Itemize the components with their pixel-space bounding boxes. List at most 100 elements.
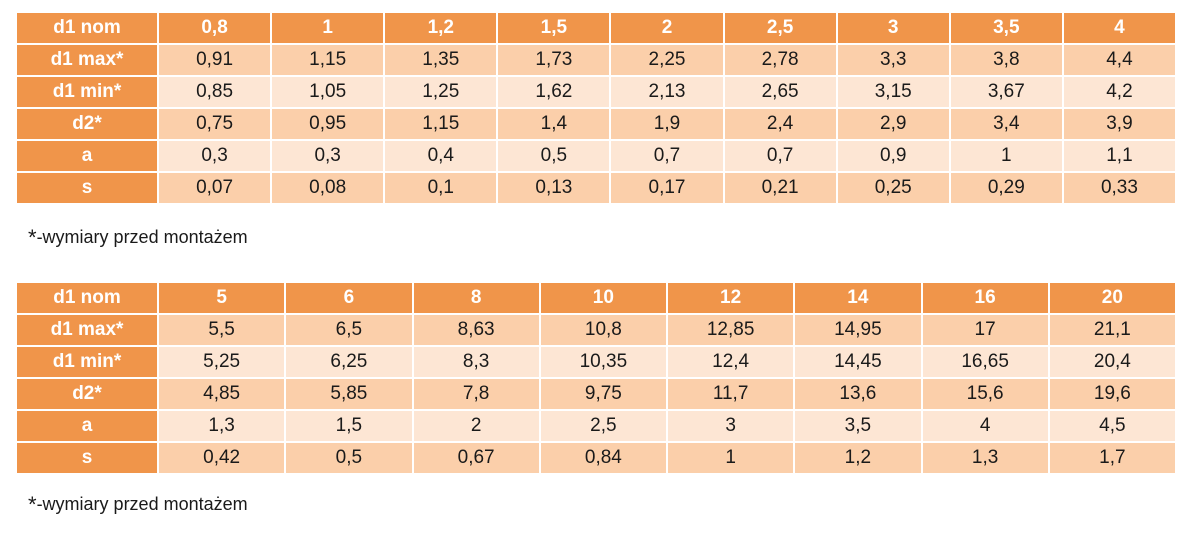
value-cell: 1,5 bbox=[286, 411, 412, 441]
value-cell: 21,1 bbox=[1049, 315, 1175, 345]
column-header-cell: 8 bbox=[413, 283, 539, 313]
table-row: a 1,3 1,5 2 2,5 3 3,5 4 4,5 bbox=[17, 411, 1175, 441]
value-cell: 5,5 bbox=[159, 315, 285, 345]
value-cell: 3,4 bbox=[950, 109, 1062, 139]
value-cell: 6,25 bbox=[286, 347, 412, 377]
value-cell: 0,1 bbox=[385, 173, 497, 203]
value-cell: 0,9 bbox=[837, 141, 949, 171]
column-header-cell: 5 bbox=[159, 283, 285, 313]
value-cell: 5,85 bbox=[286, 379, 412, 409]
row-label-cell: d2* bbox=[17, 109, 157, 139]
row-label-cell: d1 min* bbox=[17, 77, 157, 107]
value-cell: 1,73 bbox=[498, 45, 610, 75]
value-cell: 5,25 bbox=[159, 347, 285, 377]
value-cell: 0,07 bbox=[159, 173, 271, 203]
value-cell: 4,5 bbox=[1049, 411, 1175, 441]
value-cell: 8,3 bbox=[413, 347, 539, 377]
table-header-row: d1 nom 5 6 8 10 12 14 16 20 bbox=[17, 283, 1175, 313]
value-cell: 3,15 bbox=[837, 77, 949, 107]
value-cell: 0,95 bbox=[272, 109, 384, 139]
value-cell: 1,2 bbox=[795, 443, 921, 473]
footnote-text: -wymiary przed montażem bbox=[36, 494, 248, 514]
table-row: s 0,07 0,08 0,1 0,13 0,17 0,21 0,25 0,29 0,33 bbox=[17, 173, 1175, 203]
table-row: d2* 0,75 0,95 1,15 1,4 1,9 2,4 2,9 3,4 3,9 bbox=[17, 109, 1175, 139]
value-cell: 0,5 bbox=[498, 141, 610, 171]
row-label-cell: a bbox=[17, 411, 157, 441]
table-row: d1 max* 5,5 6,5 8,63 10,8 12,85 14,95 17 21,1 bbox=[17, 315, 1175, 345]
value-cell: 13,6 bbox=[795, 379, 921, 409]
row-label-cell: d1 max* bbox=[17, 315, 157, 345]
value-cell: 1,35 bbox=[385, 45, 497, 75]
value-cell: 0,67 bbox=[413, 443, 539, 473]
value-cell: 14,45 bbox=[795, 347, 921, 377]
value-cell: 1,15 bbox=[385, 109, 497, 139]
value-cell: 0,3 bbox=[159, 141, 271, 171]
value-cell: 2 bbox=[413, 411, 539, 441]
value-cell: 1,7 bbox=[1049, 443, 1175, 473]
value-cell: 2,65 bbox=[724, 77, 836, 107]
value-cell: 1,05 bbox=[272, 77, 384, 107]
table-row: d2* 4,85 5,85 7,8 9,75 11,7 13,6 15,6 19,6 bbox=[17, 379, 1175, 409]
value-cell: 1,62 bbox=[498, 77, 610, 107]
row-label-cell: d1 max* bbox=[17, 45, 157, 75]
row-label-cell: s bbox=[17, 173, 157, 203]
table-row: d1 min* 5,25 6,25 8,3 10,35 12,4 14,45 16,65 20,… bbox=[17, 347, 1175, 377]
footnote-asterisk: * bbox=[28, 225, 37, 250]
row-label-cell: a bbox=[17, 141, 157, 171]
column-header-cell: 2,5 bbox=[724, 13, 836, 43]
value-cell: 10,35 bbox=[540, 347, 666, 377]
value-cell: 0,29 bbox=[950, 173, 1062, 203]
value-cell: 1,15 bbox=[272, 45, 384, 75]
table-header-row: d1 nom 0,8 1 1,2 1,5 2 2,5 3 3,5 4 bbox=[17, 13, 1175, 43]
value-cell: 12,4 bbox=[668, 347, 794, 377]
column-header-cell: 1,2 bbox=[385, 13, 497, 43]
value-cell: 4,2 bbox=[1063, 77, 1175, 107]
value-cell: 19,6 bbox=[1049, 379, 1175, 409]
value-cell: 2,25 bbox=[611, 45, 723, 75]
value-cell: 1,3 bbox=[922, 443, 1048, 473]
value-cell: 0,13 bbox=[498, 173, 610, 203]
value-cell: 17 bbox=[922, 315, 1048, 345]
column-header-cell: 6 bbox=[286, 283, 412, 313]
value-cell: 0,25 bbox=[837, 173, 949, 203]
value-cell: 1,3 bbox=[159, 411, 285, 441]
value-cell: 12,85 bbox=[668, 315, 794, 345]
column-header-cell: 3,5 bbox=[950, 13, 1062, 43]
value-cell: 0,21 bbox=[724, 173, 836, 203]
value-cell: 2,9 bbox=[837, 109, 949, 139]
value-cell: 4 bbox=[922, 411, 1048, 441]
value-cell: 3,5 bbox=[795, 411, 921, 441]
value-cell: 1 bbox=[950, 141, 1062, 171]
value-cell: 20,4 bbox=[1049, 347, 1175, 377]
value-cell: 1 bbox=[668, 443, 794, 473]
column-header-cell: 16 bbox=[922, 283, 1048, 313]
value-cell: 0,91 bbox=[159, 45, 271, 75]
value-cell: 2,13 bbox=[611, 77, 723, 107]
dimension-table-2: d1 nom 5 6 8 10 12 14 16 20 d1 max* 5,5 6,5 8,63 10,8… bbox=[15, 281, 1177, 475]
value-cell: 0,85 bbox=[159, 77, 271, 107]
row-label-cell: d2* bbox=[17, 379, 157, 409]
row-label-cell: s bbox=[17, 443, 157, 473]
value-cell: 4,4 bbox=[1063, 45, 1175, 75]
column-header-cell: 1 bbox=[272, 13, 384, 43]
value-cell: 0,3 bbox=[272, 141, 384, 171]
value-cell: 0,7 bbox=[724, 141, 836, 171]
table-row: a 0,3 0,3 0,4 0,5 0,7 0,7 0,9 1 1,1 bbox=[17, 141, 1175, 171]
value-cell: 0,5 bbox=[286, 443, 412, 473]
row-label-cell: d1 min* bbox=[17, 347, 157, 377]
value-cell: 0,17 bbox=[611, 173, 723, 203]
header-label-cell: d1 nom bbox=[17, 283, 157, 313]
column-header-cell: 2 bbox=[611, 13, 723, 43]
value-cell: 3,3 bbox=[837, 45, 949, 75]
table-row: s 0,42 0,5 0,67 0,84 1 1,2 1,3 1,7 bbox=[17, 443, 1175, 473]
column-header-cell: 14 bbox=[795, 283, 921, 313]
value-cell: 3 bbox=[668, 411, 794, 441]
value-cell: 0,75 bbox=[159, 109, 271, 139]
value-cell: 15,6 bbox=[922, 379, 1048, 409]
value-cell: 1,9 bbox=[611, 109, 723, 139]
column-header-cell: 1,5 bbox=[498, 13, 610, 43]
value-cell: 2,78 bbox=[724, 45, 836, 75]
value-cell: 4,85 bbox=[159, 379, 285, 409]
value-cell: 11,7 bbox=[668, 379, 794, 409]
dimension-table-1: d1 nom 0,8 1 1,2 1,5 2 2,5 3 3,5 4 d1 max* 0,91 1,15… bbox=[15, 11, 1177, 205]
